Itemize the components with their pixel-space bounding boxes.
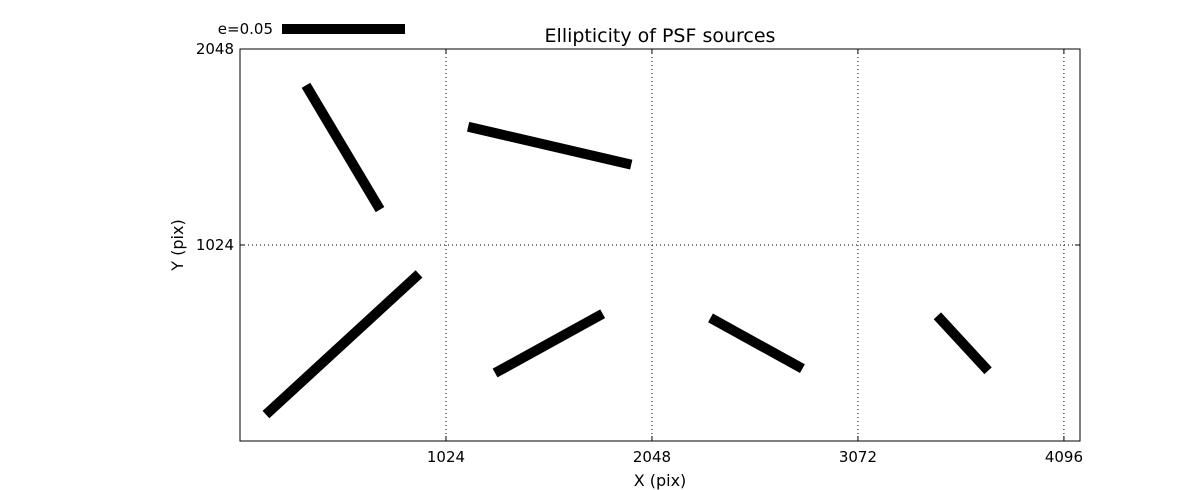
ellipticity-whisker (262, 270, 423, 419)
chart-title: Ellipticity of PSF sources (545, 25, 776, 47)
x-ticks: 1024 2048 3072 4096 (427, 49, 1083, 466)
x-tick-label: 1024 (427, 448, 465, 466)
ellipticity-whisker (466, 121, 633, 170)
y-tick-label: 2048 (196, 40, 234, 58)
ellipticity-whisker (933, 312, 992, 375)
x-axis-label: X (pix) (634, 471, 687, 490)
grid-lines (240, 49, 1080, 441)
y-axis-label: Y (pix) (168, 219, 187, 271)
y-ticks: 1024 2048 (196, 40, 1080, 254)
ellipticity-whisker (301, 82, 385, 213)
x-tick-label: 3072 (839, 448, 877, 466)
ellipticity-key: e=0.05 (218, 20, 405, 38)
key-label: e=0.05 (218, 20, 273, 38)
ellipticity-whisker (708, 313, 805, 374)
y-tick-label: 1024 (196, 236, 234, 254)
whisker-segments (262, 82, 992, 419)
x-tick-label: 2048 (633, 448, 671, 466)
ellipticity-whisker (492, 309, 606, 378)
x-tick-label: 4096 (1045, 448, 1083, 466)
plot-area: 1024 2048 3072 4096 1024 2048 (196, 40, 1083, 466)
